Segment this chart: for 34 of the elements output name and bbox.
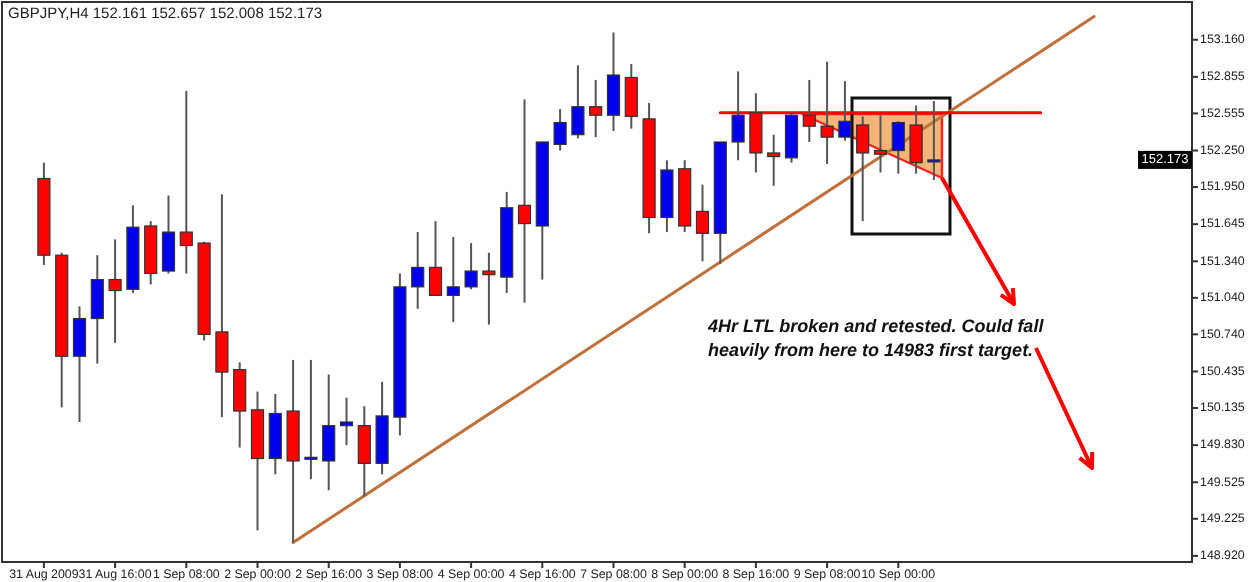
candlestick xyxy=(767,133,781,187)
candlestick xyxy=(891,120,905,175)
candlestick xyxy=(428,220,443,297)
candlestick xyxy=(90,254,104,365)
candlestick xyxy=(446,235,460,324)
candlestick xyxy=(339,396,354,447)
candlestick xyxy=(375,380,389,476)
candlestick xyxy=(144,220,158,286)
candlestick xyxy=(411,231,425,310)
candlestick xyxy=(784,111,799,164)
candlestick xyxy=(731,70,745,162)
candlestick xyxy=(660,159,674,234)
candlestick xyxy=(322,373,336,492)
candlestick xyxy=(606,31,621,133)
candlestick xyxy=(927,99,941,181)
candlestick xyxy=(695,183,710,263)
candlestick xyxy=(838,80,852,142)
candlestick xyxy=(268,393,282,476)
candlestick xyxy=(589,78,603,139)
candlestick xyxy=(233,361,247,449)
candlestick xyxy=(482,251,496,326)
candlestick xyxy=(517,98,532,304)
candlestick xyxy=(161,194,176,275)
candlestick xyxy=(304,358,318,481)
candlestick xyxy=(179,89,193,275)
candlestick xyxy=(215,193,229,419)
candlestick xyxy=(553,108,567,152)
candlestick xyxy=(624,63,638,130)
candlestick xyxy=(72,305,87,423)
candlestick xyxy=(357,405,371,498)
candlestick xyxy=(464,242,478,291)
candlestick xyxy=(571,64,585,140)
candlestick xyxy=(108,238,122,344)
annotation: 4Hr LTL broken and retested. Could fall heavily from here to 14983 first target. xyxy=(706,316,1045,360)
